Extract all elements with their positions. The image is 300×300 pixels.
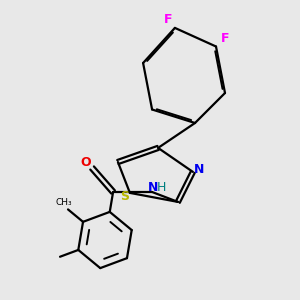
Text: F: F: [221, 32, 229, 45]
Text: CH₃: CH₃: [55, 198, 72, 207]
Text: F: F: [164, 13, 172, 26]
Text: H: H: [157, 181, 166, 194]
Text: N: N: [148, 181, 158, 194]
Text: N: N: [194, 163, 205, 176]
Text: O: O: [80, 156, 91, 169]
Text: S: S: [120, 190, 129, 203]
